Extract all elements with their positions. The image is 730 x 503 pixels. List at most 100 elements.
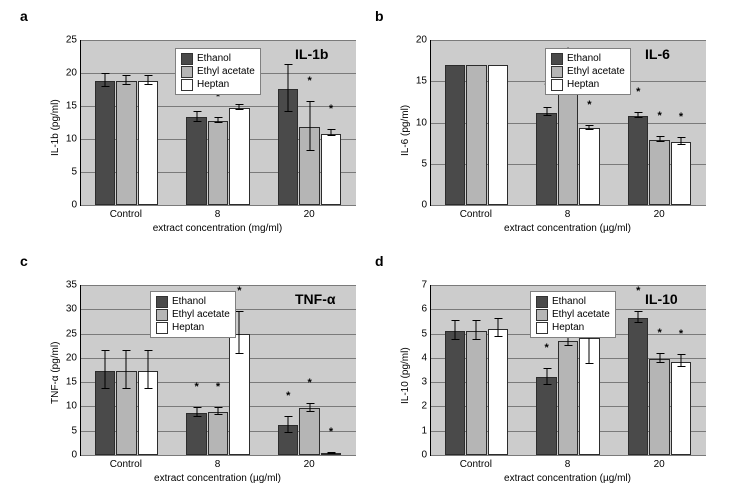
y-tick-label: 35: [66, 280, 77, 291]
error-bar: [288, 64, 289, 112]
error-bar: [217, 117, 218, 124]
legend-item-heptan: Heptan: [551, 78, 625, 91]
legend-label: Ethyl acetate: [197, 65, 255, 78]
x-category-label: 20: [304, 459, 315, 470]
significance-marker: *: [194, 381, 198, 393]
significance-marker: *: [216, 381, 220, 393]
bar-ethyl_acetate: [558, 341, 578, 455]
legend-item-heptan: Heptan: [536, 321, 610, 334]
bar-heptan: *: [321, 134, 341, 205]
bar-ethyl_acetate: [116, 81, 136, 205]
panel-label-a: a: [20, 8, 28, 24]
y-tick-label: 7: [421, 280, 427, 291]
bar-ethyl_acetate: [116, 371, 136, 456]
error-bar: [659, 136, 660, 143]
error-bar: [217, 407, 218, 415]
bar-ethanol: *: [628, 116, 648, 205]
legend-item-heptan: Heptan: [156, 321, 230, 334]
bar-ethanol: [278, 89, 298, 205]
error-bar: [288, 416, 289, 433]
significance-marker: *: [636, 86, 640, 98]
y-tick-label: 4: [421, 352, 427, 363]
y-tick-label: 0: [71, 200, 77, 211]
bar-heptan: [138, 81, 158, 205]
error-bar: [239, 311, 240, 355]
legend-swatch: [156, 309, 168, 321]
legend-label: Heptan: [197, 78, 229, 91]
bar-ethanol: [95, 371, 115, 456]
legend-item-ethyl_acetate: Ethyl acetate: [551, 65, 625, 78]
bar-heptan: *: [229, 108, 249, 205]
error-bar: [196, 111, 197, 122]
bar-heptan: *: [671, 142, 691, 205]
legend-label: Heptan: [567, 78, 599, 91]
chart-title: IL-6: [645, 46, 670, 62]
bar-ethanol: [445, 331, 465, 455]
legend-item-ethanol: Ethanol: [536, 295, 610, 308]
panel-c: c05101520253035******TNF-α (pg/ml)extrac…: [20, 255, 360, 490]
x-category-label: 8: [215, 459, 221, 470]
gridline: [81, 455, 356, 456]
error-bar: [476, 320, 477, 339]
x-category-label: 20: [654, 209, 665, 220]
y-tick-label: 3: [421, 377, 427, 388]
error-bar: [309, 403, 310, 413]
significance-marker: *: [329, 103, 333, 115]
error-bar: [331, 129, 332, 136]
x-axis-label: extract concentration (µg/ml): [154, 473, 281, 484]
error-bar: [104, 350, 105, 389]
legend-swatch: [181, 53, 193, 65]
y-tick-label: 10: [66, 401, 77, 412]
bar-ethanol: *: [186, 413, 206, 455]
legend-swatch: [536, 309, 548, 321]
x-category-label: 8: [565, 209, 571, 220]
y-axis-label: IL-10 (pg/ml): [400, 347, 411, 404]
x-category-label: Control: [110, 209, 142, 220]
error-bar: [147, 75, 148, 86]
bar-heptan: *: [321, 453, 341, 455]
x-axis-label: extract concentration (µg/ml): [504, 473, 631, 484]
panel-b: b05101520******IL-6 (pg/ml)extract conce…: [375, 10, 715, 240]
y-tick-label: 25: [66, 35, 77, 46]
y-tick-label: 0: [421, 450, 427, 461]
panel-a: a0510152025****IL-1b (pg/ml)extract conc…: [20, 10, 360, 240]
error-bar: [147, 350, 148, 389]
legend-label: Ethanol: [197, 52, 231, 65]
x-axis-label: extract concentration (µg/ml): [504, 223, 631, 234]
x-category-label: 8: [565, 459, 571, 470]
error-bar: [589, 125, 590, 130]
error-bar: [497, 318, 498, 337]
bar-ethanol: [445, 65, 465, 205]
error-bar: [681, 354, 682, 366]
bar-heptan: *: [579, 128, 599, 205]
error-bar: [638, 311, 639, 323]
error-bar: [309, 101, 310, 151]
bar-ethyl_acetate: *: [299, 127, 319, 205]
panel-d: d01234567****IL-10 (pg/ml)extract concen…: [375, 255, 715, 490]
gridline: [431, 205, 706, 206]
legend-item-ethyl_acetate: Ethyl acetate: [181, 65, 255, 78]
y-tick-label: 5: [421, 158, 427, 169]
legend-swatch: [156, 296, 168, 308]
y-axis-label: IL-1b (pg/ml): [50, 99, 61, 156]
significance-marker: *: [286, 390, 290, 402]
legend-swatch: [181, 66, 193, 78]
bar-heptan: [138, 371, 158, 456]
bar-ethanol: *: [536, 113, 556, 205]
error-bar: [331, 452, 332, 454]
significance-marker: *: [658, 327, 662, 339]
significance-marker: *: [308, 377, 312, 389]
legend-item-ethyl_acetate: Ethyl acetate: [156, 308, 230, 321]
bar-ethyl_acetate: [466, 331, 486, 455]
significance-marker: *: [308, 75, 312, 87]
legend-swatch: [551, 79, 563, 91]
bar-heptan: [579, 338, 599, 455]
significance-marker: *: [679, 328, 683, 340]
y-tick-label: 1: [421, 425, 427, 436]
chart-title: IL-10: [645, 291, 678, 307]
y-tick-label: 20: [66, 352, 77, 363]
error-bar: [659, 353, 660, 363]
panel-label-d: d: [375, 253, 384, 269]
bar-heptan: [488, 329, 508, 455]
y-tick-label: 30: [66, 304, 77, 315]
